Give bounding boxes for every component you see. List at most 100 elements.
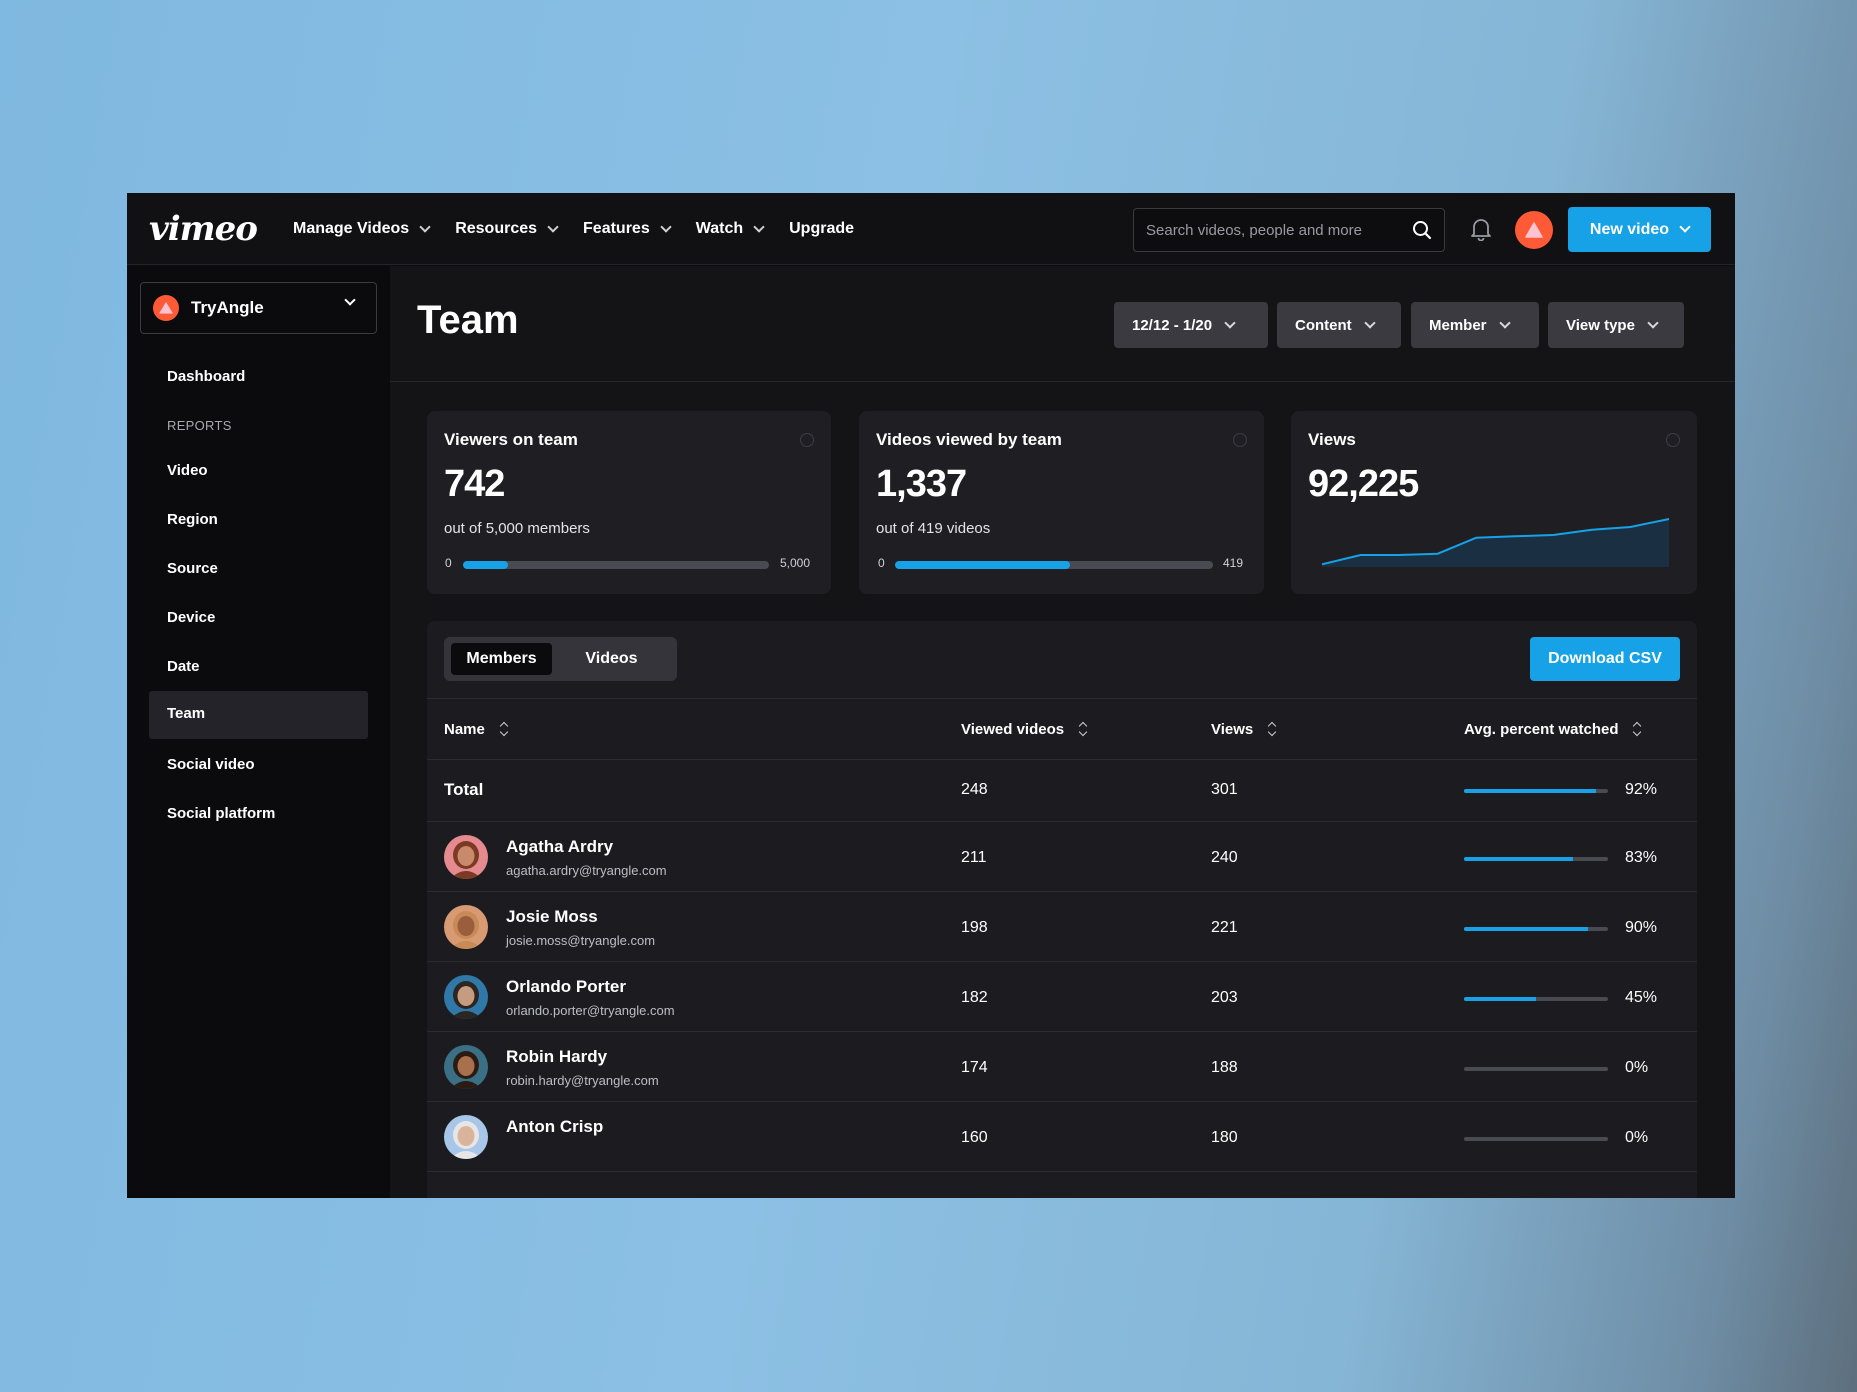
view-type-filter[interactable]: View type — [1548, 302, 1684, 348]
search-box — [1133, 208, 1445, 252]
table-row[interactable]: Anton Crisp 160 180 0% — [427, 1102, 1697, 1172]
sort-icon — [1078, 720, 1088, 738]
vimeo-logo[interactable]: vimeo — [149, 209, 258, 249]
info-icon[interactable] — [1233, 433, 1247, 447]
nav-manage-videos[interactable]: Manage Videos — [293, 220, 431, 238]
card-value: 1,337 — [876, 463, 967, 505]
person-photo-icon — [444, 1045, 488, 1089]
column-label: Name — [444, 720, 485, 738]
table-row-total[interactable]: Total 248 301 92% — [427, 760, 1697, 822]
sidebar-item-team[interactable]: Team — [167, 705, 206, 722]
member-name[interactable]: Robin Hardy — [506, 1047, 608, 1066]
info-icon[interactable] — [1666, 433, 1680, 447]
sidebar-item-source[interactable]: Source — [167, 560, 218, 577]
notification-bell-icon[interactable] — [1470, 217, 1492, 241]
chevron-down-icon — [1647, 316, 1659, 329]
team-selector[interactable]: TryAngle — [140, 282, 377, 334]
member-email: orlando.porter@tryangle.com — [506, 1003, 675, 1018]
filter-label: View type — [1566, 316, 1635, 334]
member-name[interactable]: Anton Crisp — [506, 1117, 604, 1136]
nav-resources[interactable]: Resources — [455, 220, 559, 238]
member-email: agatha.ardry@tryangle.com — [506, 863, 667, 878]
progress-bar — [463, 561, 769, 569]
page-header: Team 12/12 - 1/20 Content Member View ty… — [390, 266, 1735, 382]
card-title: Views — [1308, 430, 1356, 449]
avatar — [444, 1045, 488, 1089]
main-nav: Manage Videos Resources Features Watch U… — [293, 193, 880, 265]
table-row[interactable]: Agatha Ardry agatha.ardry@tryangle.com 2… — [427, 822, 1697, 892]
chevron-down-icon — [753, 220, 765, 233]
views-card: Views 92,225 — [1291, 411, 1697, 594]
percent-fill — [1464, 997, 1536, 1001]
nav-label: Manage Videos — [293, 220, 410, 237]
team-name: TryAngle — [191, 298, 264, 317]
members-table-panel: Members Videos Download CSV Name Viewed … — [427, 621, 1697, 1198]
new-video-button[interactable]: New video — [1568, 207, 1711, 252]
member-name[interactable]: Orlando Porter — [506, 977, 626, 996]
search-icon[interactable] — [1412, 220, 1432, 240]
bar-min-label: 0 — [878, 556, 885, 570]
sidebar-active-highlight — [149, 691, 368, 739]
column-viewed-videos[interactable]: Viewed videos — [961, 720, 1088, 738]
avatar — [444, 835, 488, 879]
table-row[interactable]: Orlando Porter orlando.porter@tryangle.c… — [427, 962, 1697, 1032]
member-email: josie.moss@tryangle.com — [506, 933, 656, 948]
nav-features[interactable]: Features — [583, 220, 672, 238]
views-value: 301 — [1211, 781, 1238, 798]
chevron-down-icon — [419, 220, 431, 233]
member-name[interactable]: Josie Moss — [506, 907, 598, 926]
filter-label: Member — [1429, 316, 1487, 334]
percent-bar — [1464, 1067, 1608, 1071]
tab-members[interactable]: Members — [451, 643, 552, 675]
member-name[interactable]: Agatha Ardry — [506, 837, 614, 856]
user-avatar[interactable] — [1515, 211, 1553, 249]
download-csv-button[interactable]: Download CSV — [1530, 637, 1680, 681]
date-range-filter[interactable]: 12/12 - 1/20 — [1114, 302, 1268, 348]
filter-label: 12/12 - 1/20 — [1132, 316, 1213, 334]
info-icon[interactable] — [800, 433, 814, 447]
percent-value: 45% — [1625, 989, 1658, 1006]
sort-icon — [499, 720, 509, 738]
sidebar-item-date[interactable]: Date — [167, 658, 200, 675]
total-label: Total — [444, 780, 484, 799]
sort-icon — [1632, 720, 1642, 738]
person-photo-icon — [444, 1115, 488, 1159]
search-input[interactable] — [1146, 221, 1406, 239]
triangle-logo-icon — [159, 302, 173, 314]
bar-max-label: 419 — [1223, 556, 1244, 570]
person-photo-icon — [444, 905, 488, 949]
sparkline-area — [1322, 519, 1669, 567]
viewed-videos-value: 174 — [961, 1059, 988, 1076]
column-label: Avg. percent watched — [1464, 720, 1619, 738]
sidebar-item-social-platform[interactable]: Social platform — [167, 805, 276, 822]
table-row[interactable]: Josie Moss josie.moss@tryangle.com 198 2… — [427, 892, 1697, 962]
content-filter[interactable]: Content — [1277, 302, 1401, 348]
views-value: 180 — [1211, 1129, 1238, 1146]
sidebar-item-device[interactable]: Device — [167, 609, 216, 626]
table-row[interactable]: Robin Hardy robin.hardy@tryangle.com 174… — [427, 1032, 1697, 1102]
sidebar-section-label: REPORTS — [167, 418, 232, 433]
filter-label: Content — [1295, 316, 1352, 334]
nav-watch[interactable]: Watch — [696, 220, 765, 238]
percent-bar — [1464, 1137, 1608, 1141]
team-badge — [153, 295, 179, 321]
nav-upgrade[interactable]: Upgrade — [789, 220, 854, 238]
percent-value: 0% — [1625, 1129, 1649, 1146]
column-name[interactable]: Name — [444, 720, 509, 738]
sidebar-item-dashboard[interactable]: Dashboard — [167, 368, 246, 385]
percent-value: 0% — [1625, 1059, 1649, 1076]
page-title: Team — [417, 298, 519, 342]
column-views[interactable]: Views — [1211, 720, 1277, 738]
nav-label: Upgrade — [789, 220, 855, 237]
sidebar-item-social-video[interactable]: Social video — [167, 756, 255, 773]
sidebar-item-region[interactable]: Region — [167, 511, 218, 528]
bar-min-label: 0 — [445, 556, 452, 570]
tab-videos[interactable]: Videos — [585, 650, 638, 667]
column-avg-percent[interactable]: Avg. percent watched — [1464, 720, 1642, 738]
percent-value: 83% — [1625, 849, 1658, 866]
column-label: Viewed videos — [961, 720, 1065, 738]
sidebar-item-video[interactable]: Video — [167, 462, 208, 479]
chevron-down-icon — [1679, 221, 1691, 233]
percent-bar — [1464, 997, 1608, 1001]
member-filter[interactable]: Member — [1411, 302, 1539, 348]
